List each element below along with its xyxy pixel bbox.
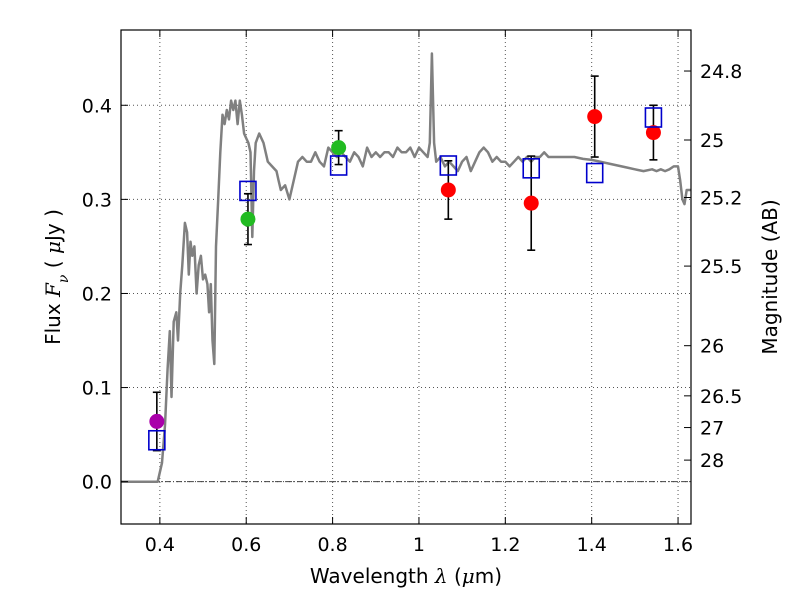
y-axis-right-title: Magnitude (AB) <box>758 199 782 354</box>
right-tick-label: 26 <box>700 336 724 358</box>
model-photometry-box <box>329 155 348 176</box>
observed-point <box>331 140 347 156</box>
tick-layer <box>121 30 691 524</box>
x-tick-label: 0.6 <box>231 534 261 556</box>
model-photometry-layer <box>148 107 663 451</box>
y-axis-title: Flux Fν ( μJy ) <box>41 209 72 345</box>
y-tick-label: 0.4 <box>82 95 112 117</box>
model-photometry-box <box>585 162 604 184</box>
observed-point <box>440 182 456 198</box>
right-tick-label: 25.5 <box>700 256 742 278</box>
x-axis-title: Wavelength λ (μm) <box>310 564 502 588</box>
model-spectrum-line <box>121 52 691 483</box>
grid-layer <box>121 30 691 524</box>
y-tick-label: 0.0 <box>82 472 112 494</box>
y-tick-label: 0.1 <box>82 378 112 400</box>
observed-point <box>645 125 661 141</box>
y-tick-label: 0.3 <box>82 189 112 211</box>
observed-point <box>523 195 539 211</box>
x-tick-label: 1.4 <box>577 534 607 556</box>
right-tick-label: 26.5 <box>700 386 742 408</box>
observed-point-layer <box>149 109 661 429</box>
observed-point <box>240 211 256 227</box>
right-tick-label: 25.2 <box>700 187 742 209</box>
right-tick-label: 27 <box>700 418 724 440</box>
right-tick-label: 24.8 <box>700 61 742 83</box>
tick-label-layer: 0.4 0.6 0.8 1 1.2 1.4 1.6 0.0 0.1 0.2 0.3 0.4 24.8 25… <box>82 61 743 556</box>
x-tick-label: 1 <box>413 534 425 556</box>
model-photometry-box <box>522 158 541 179</box>
observed-point <box>587 109 603 125</box>
model-photometry-box <box>439 155 458 176</box>
x-tick-label: 0.4 <box>145 534 175 556</box>
model-spectrum-layer <box>121 52 691 483</box>
model-photometry-box <box>644 107 663 128</box>
x-tick-label: 1.6 <box>663 534 693 556</box>
model-photometry-box <box>148 429 166 451</box>
right-tick-label: 25 <box>700 130 724 152</box>
plot-frame <box>120 29 692 525</box>
observed-point <box>149 413 165 429</box>
y-tick-label: 0.2 <box>82 283 112 305</box>
right-tick-label: 28 <box>700 450 724 472</box>
x-tick-label: 1.2 <box>490 534 520 556</box>
model-photometry-box <box>239 180 257 202</box>
x-tick-label: 0.8 <box>317 534 347 556</box>
